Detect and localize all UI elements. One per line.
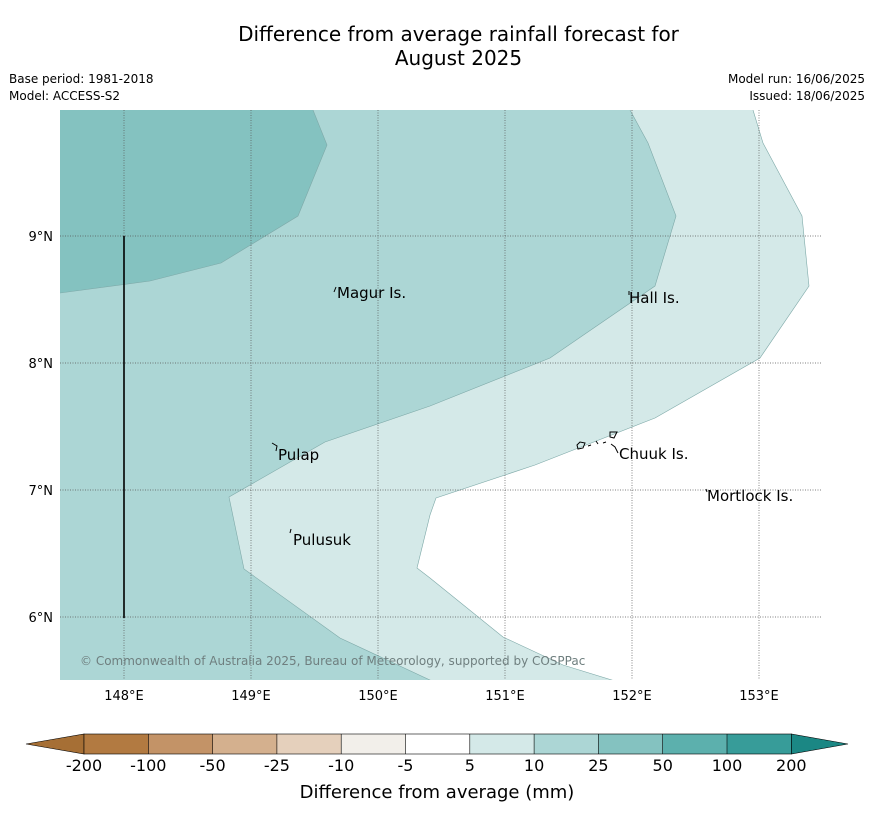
- colorbar-tick-3: -25: [264, 756, 290, 775]
- colorbar-tick-6: 5: [465, 756, 475, 775]
- longitude-labels: 148°E 149°E 150°E 151°E 152°E 153°E: [104, 689, 779, 704]
- place-label-magur: Magur Is.: [337, 284, 406, 302]
- place-label-pulap: Pulap: [278, 446, 319, 464]
- colorbar: [25, 733, 849, 755]
- pulusuk-island-outline: [289, 528, 292, 534]
- colorbar-swatch-3: [276, 734, 342, 754]
- colorbar-swatch-9: [662, 734, 728, 754]
- colorbar-swatch-10: [727, 734, 792, 754]
- model-run: Model run: 16/06/2025: [727, 72, 865, 86]
- colorbar-tick-5: -5: [398, 756, 414, 775]
- lat-label-6n: 6°N: [29, 611, 54, 626]
- colorbar-outline: [83, 733, 792, 755]
- colorbar-tick-2: -50: [200, 756, 226, 775]
- colorbar-swatch-8: [598, 734, 664, 754]
- latitude-labels: 9°N 8°N 7°N 6°N: [29, 230, 54, 626]
- lat-label-7n: 7°N: [29, 484, 54, 499]
- colorbar-tick-11: 200: [776, 756, 807, 775]
- lon-label-151e: 151°E: [485, 689, 525, 704]
- island-outlines: [271, 286, 708, 534]
- colorbar-swatch-7: [534, 734, 599, 754]
- lon-label-150e: 150°E: [358, 689, 398, 704]
- meta-right: Model run: 16/06/2025 Issued: 18/06/2025: [728, 71, 865, 105]
- lat-label-9n: 9°N: [29, 230, 54, 245]
- colorbar-extend-high: [790, 733, 849, 755]
- colorbar-swatch-4: [341, 734, 406, 754]
- place-label-chuuk: Chuuk Is.: [619, 445, 688, 463]
- title-line-2: August 2025: [394, 46, 523, 70]
- colorbar-swatch-2: [212, 734, 278, 754]
- colorbar-extend-low: [25, 733, 85, 755]
- zone-50-to-100: [60, 110, 327, 293]
- base-period: Base period: 1981-2018: [9, 72, 154, 86]
- zone-borders: [60, 110, 810, 680]
- issued-date: Issued: 18/06/2025: [749, 89, 865, 103]
- chuuk-island-outlines: [576, 431, 619, 454]
- lat-label-8n: 8°N: [29, 357, 54, 372]
- pulap-island-outline: [271, 442, 278, 452]
- place-label-mortlock: Mortlock Is.: [707, 487, 793, 505]
- colorbar-tick-8: 25: [588, 756, 608, 775]
- colorbar-tick-9: 50: [653, 756, 673, 775]
- magur-island-outline: [333, 286, 337, 293]
- lon-label-153e: 153°E: [739, 689, 779, 704]
- colorbar-tick-1: -100: [130, 756, 166, 775]
- mortlock-island-outline: [705, 488, 708, 493]
- model-name: Model: ACCESS-S2: [9, 89, 121, 103]
- lon-label-152e: 152°E: [612, 689, 652, 704]
- colorbar-tick-labels: -200 -100 -50 -25 -10 -5 5 10 25 50 100 200: [66, 756, 807, 775]
- colorbar-title: Difference from average (mm): [300, 782, 575, 803]
- place-label-hall: Hall Is.: [629, 289, 680, 307]
- colorbar-swatch-6: [469, 734, 535, 754]
- map-panel: [60, 110, 822, 680]
- lon-label-148e: 148°E: [104, 689, 144, 704]
- colorbar-tick-4: -10: [328, 756, 354, 775]
- colorbar-swatch-0: [84, 734, 149, 754]
- map-title: Difference from average rainfall forecas…: [0, 22, 873, 70]
- copyright-notice: © Commonwealth of Australia 2025, Bureau…: [80, 654, 585, 668]
- place-label-pulusuk: Pulusuk: [293, 531, 351, 549]
- meta-left: Base period: 1981-2018 Model: ACCESS-S2: [9, 71, 154, 105]
- colorbar-tick-0: -200: [66, 756, 102, 775]
- colorbar-tick-7: 10: [524, 756, 544, 775]
- title-line-1: Difference from average rainfall forecas…: [238, 22, 679, 46]
- place-labels: Magur Is. Hall Is. Pulap Chuuk Is. Mortl…: [278, 284, 793, 549]
- colorbar-swatch-1: [148, 734, 214, 754]
- colorbar-tick-10: 100: [712, 756, 743, 775]
- colorbar-swatch-5: [405, 734, 471, 754]
- lon-label-149e: 149°E: [231, 689, 271, 704]
